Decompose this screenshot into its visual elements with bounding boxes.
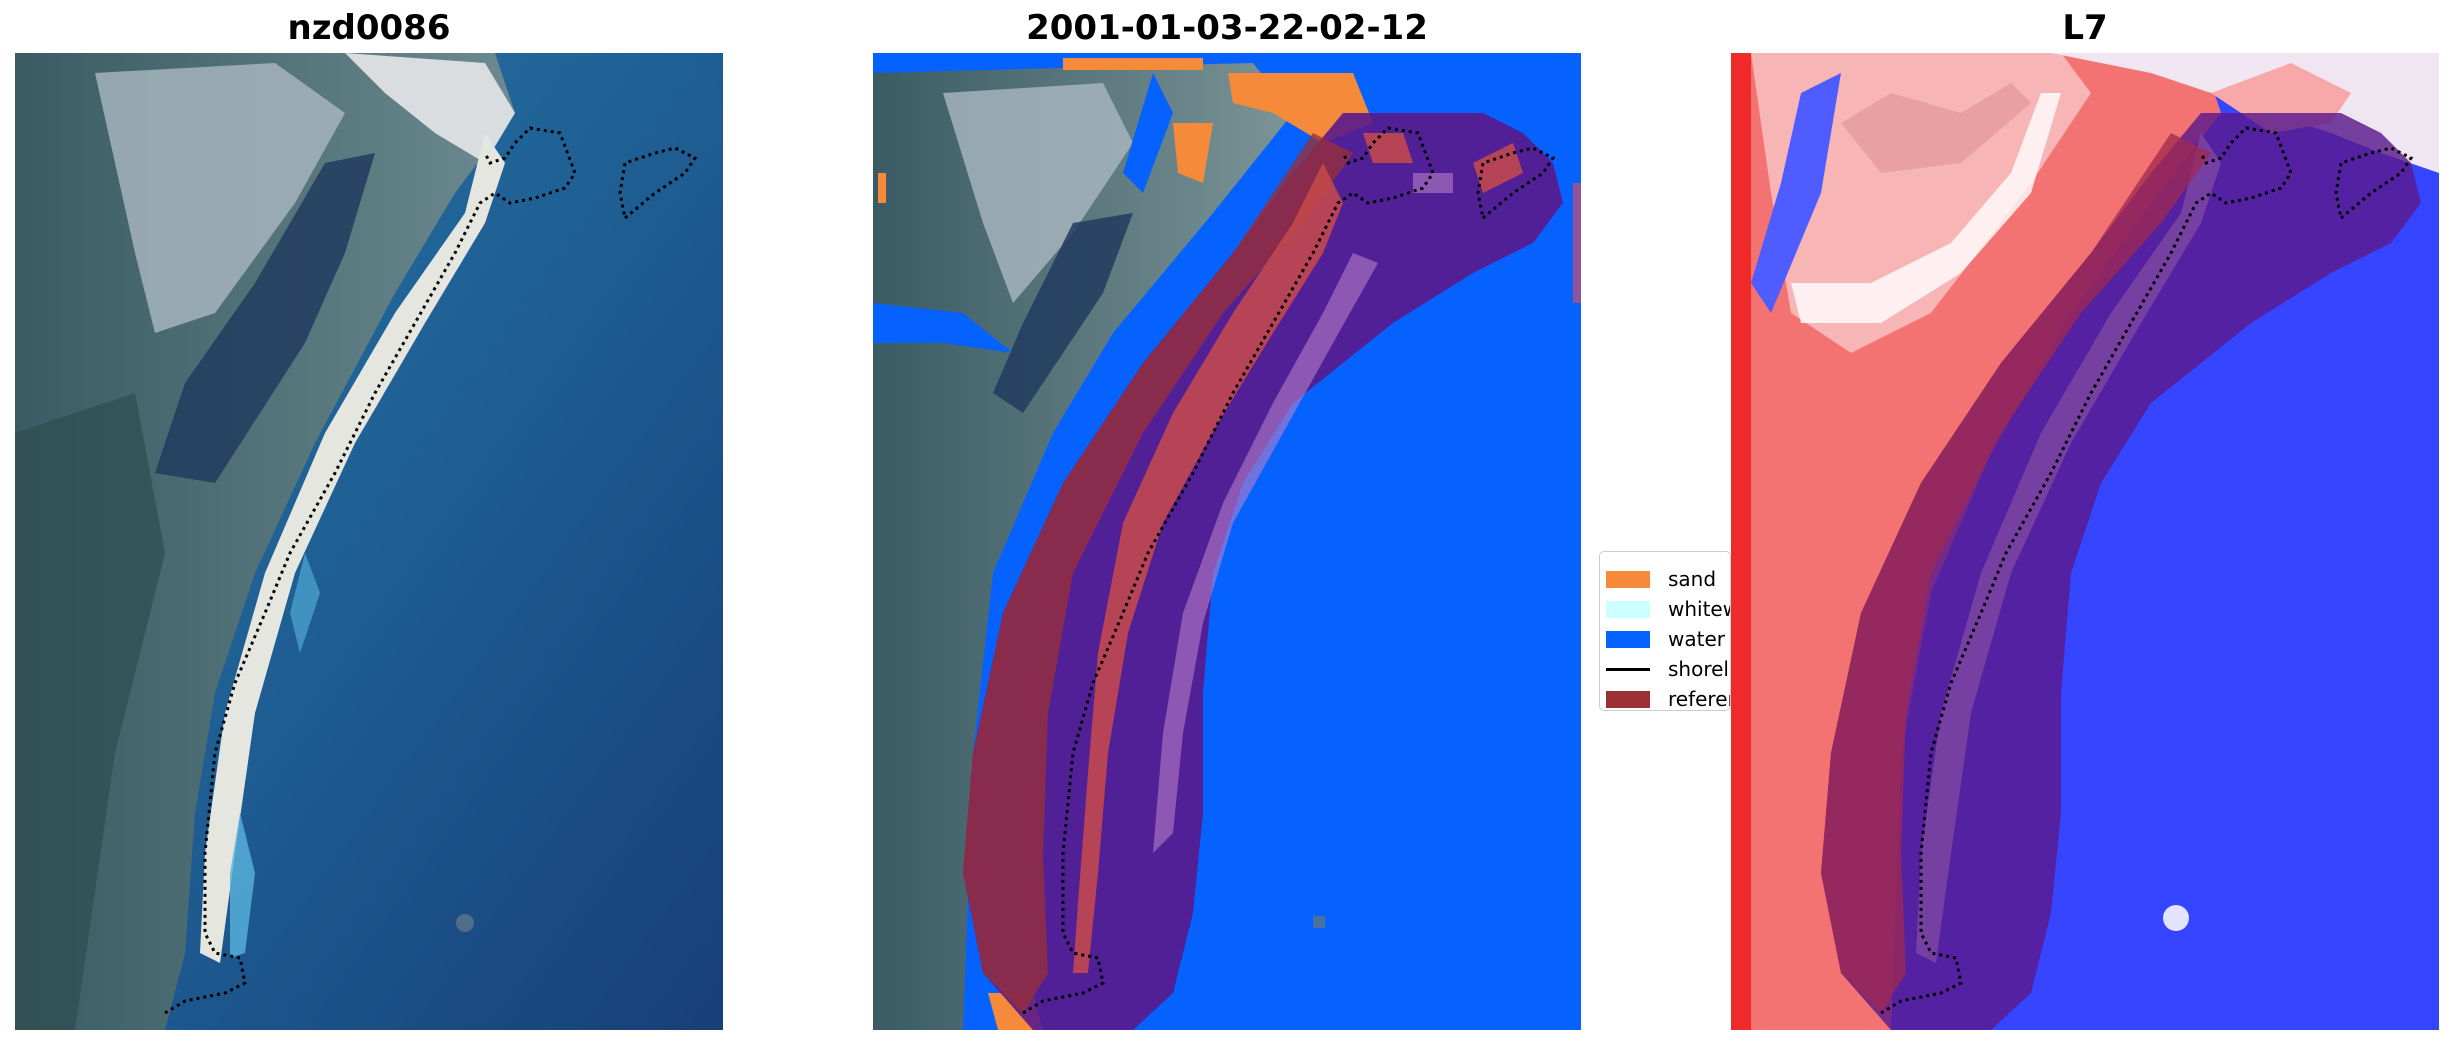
legend-label-sand: sand (1668, 567, 1717, 591)
legend-item-shoreline: shorel (1606, 656, 1729, 682)
panel-title-index: L7 (2062, 8, 2108, 48)
index-image (1731, 53, 2439, 1030)
legend-swatch-sand (1606, 570, 1650, 588)
legend-item-water: water (1606, 626, 1725, 652)
panel-title-classified: 2001-01-03-22-02-12 (1026, 8, 1428, 48)
index-image-panel (1731, 53, 2439, 1030)
shoreline-rgb (164, 126, 577, 1015)
rgb-image (15, 53, 723, 1030)
classified-image (873, 53, 1581, 1030)
legend-item-reference: referer (1606, 686, 1731, 711)
legend-label-shoreline: shorel (1668, 657, 1729, 681)
legend-item-sand: sand (1606, 566, 1716, 592)
legend-label-water: water (1668, 627, 1725, 651)
panel-title-rgb: nzd0086 (287, 8, 451, 48)
legend-swatch-whitewater (1606, 600, 1650, 618)
shoreline-index (1880, 126, 2293, 1015)
reference-buffer-classified (963, 113, 1563, 1030)
legend-label-reference: referer (1668, 687, 1731, 711)
legend-swatch-water (1606, 630, 1650, 648)
rgb-image-panel (15, 53, 723, 1030)
legend-swatch-shoreline (1606, 667, 1650, 671)
reference-buffer-index (1821, 113, 2421, 1030)
classified-image-panel (873, 53, 1581, 1030)
legend-swatch-reference (1606, 690, 1650, 708)
shoreline-classified (1022, 126, 1435, 1015)
